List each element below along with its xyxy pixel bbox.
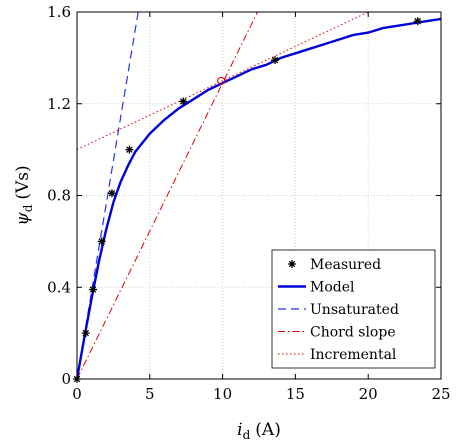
- x-tick-label: 10: [213, 385, 232, 403]
- legend-label: Incremental: [310, 347, 397, 363]
- x-tick-label: 15: [286, 385, 305, 403]
- legend-label: Unsaturated: [310, 302, 399, 318]
- measured-point: [97, 237, 106, 246]
- axis-labels: id (A) ψd(Vs): [13, 165, 281, 442]
- series-unsaturated: [77, 12, 139, 379]
- measured-point: [271, 56, 280, 65]
- x-tick-label: 25: [431, 385, 450, 403]
- x-tick-label: 0: [72, 385, 82, 403]
- x-tick-label: 5: [145, 385, 155, 403]
- plot-area: [73, 12, 441, 383]
- measured-point: [413, 17, 422, 26]
- series-chord-slope: [77, 12, 258, 379]
- y-axis-label: ψd(Vs): [13, 165, 35, 225]
- series-model: [77, 17, 441, 379]
- measured-point: [107, 189, 116, 198]
- series-incremental: [77, 12, 370, 151]
- measured-point: [125, 145, 134, 154]
- measured-point: [179, 97, 188, 106]
- y-tick-label: 0.4: [47, 278, 71, 296]
- y-tick-label: 0.8: [47, 187, 71, 205]
- measured-point: [81, 329, 90, 338]
- legend-swatch-measured: [288, 260, 296, 268]
- legend: Measured Model Unsaturated Chord slope Incre…: [271, 249, 436, 369]
- y-tick-label: 1.6: [47, 3, 71, 21]
- x-axis-label: id (A): [237, 420, 281, 442]
- ticks: 0 5 10 15 20 25 0 0.4 0.8 1.2 1.6: [47, 3, 450, 403]
- operating-point-marker: [217, 76, 226, 85]
- legend-box: [271, 249, 436, 369]
- measured-point: [89, 285, 98, 294]
- legend-label: Model: [310, 280, 355, 296]
- legend-label: Chord slope: [310, 325, 396, 341]
- y-tick-label: 0: [61, 370, 71, 388]
- x-tick-label: 20: [359, 385, 378, 403]
- y-tick-label: 1.2: [47, 95, 71, 113]
- legend-label: Measured: [310, 257, 381, 273]
